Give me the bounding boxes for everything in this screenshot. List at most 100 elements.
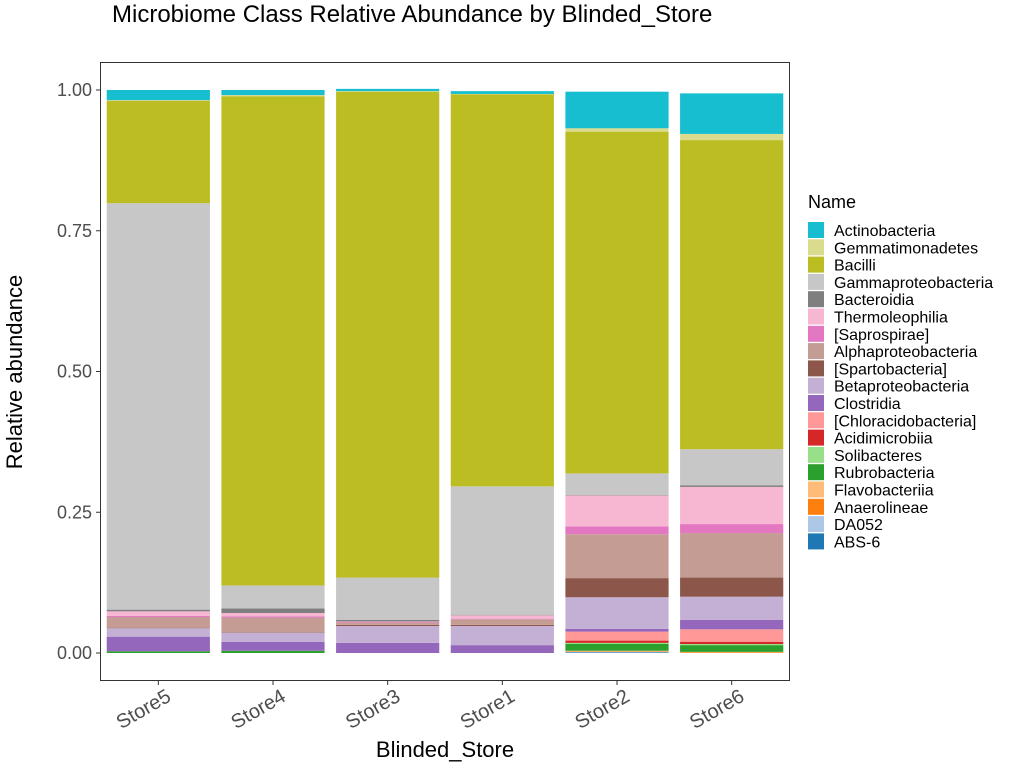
bar-segment <box>565 495 669 527</box>
legend-label: [Chloracidobacteria] <box>834 413 976 430</box>
legend-swatch <box>808 464 824 481</box>
bar-segment <box>336 91 440 578</box>
bar-segment <box>106 100 210 101</box>
bar-segment <box>565 128 669 132</box>
bar-segment <box>450 645 554 653</box>
bar-segment <box>450 614 554 616</box>
legend-swatch <box>808 291 824 308</box>
legend-swatch <box>808 222 824 238</box>
legend-swatch <box>808 256 824 273</box>
bar-segment <box>565 628 669 632</box>
legend-label: ABS-6 <box>834 534 880 551</box>
bar-segment <box>106 616 210 628</box>
legend-label: Acidimicrobiia <box>834 431 933 448</box>
bar-segment <box>221 90 325 96</box>
x-tick-label: Store5 <box>113 685 175 734</box>
bar-segment <box>565 578 669 598</box>
bar-segment <box>221 632 325 642</box>
bar-segment <box>450 625 554 646</box>
bar-segment <box>221 641 325 651</box>
bar-segment <box>450 624 554 626</box>
legend-swatch <box>808 429 824 446</box>
bar-segment <box>565 494 669 496</box>
bar-segment <box>680 651 784 653</box>
x-tick-label: Store1 <box>457 685 519 734</box>
x-tick-label: Store6 <box>686 685 748 734</box>
bar-segment <box>565 643 669 651</box>
bar-segment <box>680 643 784 646</box>
legend-swatch <box>808 325 824 342</box>
bar-segment <box>680 596 784 620</box>
bar-segment <box>221 613 325 617</box>
bar-segment <box>565 631 669 641</box>
bar-segment <box>336 622 440 625</box>
bar-segment <box>565 473 669 495</box>
bar-segment <box>450 615 554 619</box>
bar-segment <box>680 577 784 597</box>
legend-label: Thermoleophilia <box>834 310 948 327</box>
bar-segment <box>450 93 554 95</box>
bar-segment <box>336 621 440 623</box>
bar-segment <box>565 651 669 652</box>
legend-swatch <box>808 516 824 533</box>
bar-segment <box>336 619 440 622</box>
legend-label: Actinobacteria <box>834 223 935 240</box>
legend-swatch <box>808 533 824 550</box>
bar-segment <box>680 524 784 534</box>
x-tick-label: Store3 <box>342 685 404 734</box>
bar-segment <box>221 608 325 614</box>
legend-swatch <box>808 395 824 411</box>
legend-swatch <box>808 377 824 394</box>
legend-swatch <box>808 343 824 360</box>
bar-segment <box>680 133 784 141</box>
bar-segment <box>680 645 784 652</box>
chart-title: Microbiome Class Relative Abundance by B… <box>112 1 712 28</box>
legend-label: DA052 <box>834 517 883 534</box>
bars-layer <box>106 88 784 653</box>
bar-segment <box>680 629 784 642</box>
legend-label: [Saprospirae] <box>834 327 929 344</box>
bar-segment <box>106 611 210 616</box>
bar-segment <box>565 652 669 653</box>
bar-segment <box>680 652 784 653</box>
y-tick-label: 1.00 <box>57 80 92 100</box>
bar-segment <box>680 485 784 487</box>
bar-segment <box>565 526 669 535</box>
legend-label: Alphaproteobacteria <box>834 344 977 361</box>
y-tick-label: 0.25 <box>57 502 92 522</box>
bar-segment <box>106 609 210 612</box>
bar-segment <box>106 651 210 653</box>
y-axis: 0.00 0.25 0.50 0.75 1.00 <box>57 80 101 663</box>
bar-segment <box>336 577 440 620</box>
legend-swatch <box>808 273 824 290</box>
bar-segment <box>680 533 784 578</box>
legend-swatch <box>808 360 824 377</box>
legend-label: Gammaproteobacteria <box>834 275 993 292</box>
bar-segment <box>221 96 325 586</box>
legend-swatch <box>808 308 824 325</box>
legend-swatch <box>808 446 824 463</box>
bar-segment <box>450 619 554 625</box>
legend-label: Bacilli <box>834 258 876 275</box>
legend-label: Anaerolineae <box>834 500 928 517</box>
bar-segment <box>680 641 784 644</box>
bar-segment <box>106 90 210 101</box>
y-tick-label: 0.50 <box>57 362 92 382</box>
legend-swatch <box>808 412 824 429</box>
bar-segment <box>336 88 440 92</box>
y-tick-label: 0.00 <box>57 643 92 663</box>
bar-segment <box>336 625 440 643</box>
bar-segment <box>336 624 440 626</box>
bar-segment <box>680 93 784 134</box>
legend-title: Name <box>808 192 856 212</box>
bar-segment <box>450 486 554 615</box>
bar-segment <box>221 617 325 633</box>
legend-swatch <box>808 481 824 498</box>
bar-segment <box>336 91 440 92</box>
bar-segment <box>450 94 554 487</box>
legend-label: Clostridia <box>834 396 901 413</box>
bar-segment <box>106 636 210 652</box>
bar-segment <box>221 585 325 609</box>
bar-segment <box>565 650 669 652</box>
